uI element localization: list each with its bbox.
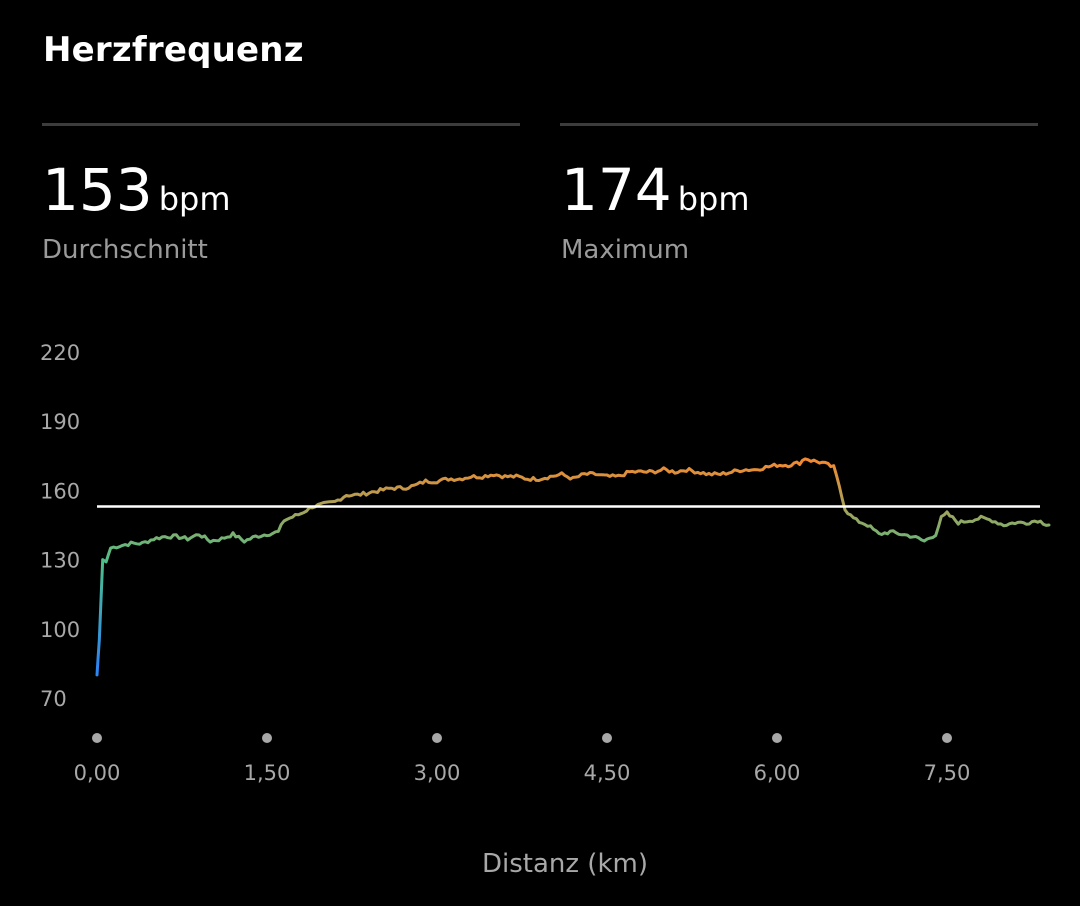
average-heart-rate-stat: 153 bpm Durchschnitt (42, 155, 231, 265)
average-value: 153 (42, 156, 153, 224)
average-unit: bpm (158, 180, 231, 218)
x-tick-label: 0,00 (74, 761, 121, 785)
divider-average (42, 123, 520, 126)
x-tick-dot (772, 733, 782, 743)
x-tick-dot (602, 733, 612, 743)
x-tick-dot (262, 733, 272, 743)
x-tick-dot (92, 733, 102, 743)
x-tick-label: 6,00 (754, 761, 801, 785)
x-tick-label: 1,50 (244, 761, 291, 785)
x-tick-dot (432, 733, 442, 743)
y-tick-label: 220 (40, 341, 80, 365)
page-title: Herzfrequenz (43, 30, 304, 70)
maximum-value: 174 (561, 156, 672, 224)
divider-maximum (560, 123, 1038, 126)
maximum-label: Maximum (561, 235, 690, 265)
maximum-heart-rate-stat: 174 bpm Maximum (561, 155, 750, 265)
x-tick-dot (942, 733, 952, 743)
y-tick-label: 100 (40, 618, 80, 642)
maximum-unit: bpm (677, 180, 750, 218)
y-tick-label: 70 (40, 687, 67, 711)
heart-rate-line (95, 457, 1051, 677)
x-axis-ticks: 0,00 1,50 3,00 4,50 6,00 7,50 (74, 733, 971, 785)
y-tick-label: 130 (40, 549, 80, 573)
y-tick-label: 160 (40, 479, 80, 503)
y-axis-ticks: 70 100 130 160 190 220 (40, 341, 80, 711)
x-tick-label: 4,50 (584, 761, 631, 785)
x-tick-label: 3,00 (414, 761, 461, 785)
y-tick-label: 190 (40, 410, 80, 434)
average-label: Durchschnitt (42, 235, 208, 265)
x-tick-label: 7,50 (924, 761, 971, 785)
x-axis-title: Distanz (km) (482, 849, 648, 879)
